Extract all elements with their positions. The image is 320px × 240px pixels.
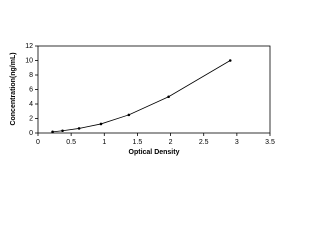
x-tick-label: 1.5 (133, 139, 143, 146)
x-tick-label: 0.5 (66, 139, 76, 146)
data-point (51, 130, 54, 134)
y-tick-label: 0 (29, 130, 33, 137)
page: Optical Density Concentration(ng/mL) 0 2 4… (9, 42, 275, 156)
x-tick-label: 2 (169, 139, 173, 146)
x-axis-title: Optical Density (129, 149, 180, 156)
data-point (167, 95, 170, 99)
y-tick-label: 10 (25, 57, 33, 64)
x-tick-label: 3.5 (265, 139, 275, 146)
data-point (228, 59, 232, 62)
data-point (99, 122, 103, 126)
y-tick-label: 2 (29, 115, 33, 122)
data-point (77, 127, 81, 130)
x-tick-label: 3 (235, 139, 239, 146)
chart: Optical Density Concentration(ng/mL) 0 2 4… (10, 43, 275, 156)
plot-frame (37, 45, 271, 134)
x-tick-label: 0 (36, 139, 40, 146)
fit-curve (52, 60, 231, 133)
y-tick-label: 6 (29, 86, 33, 93)
y-axis-title: Concentration(ng/mL) (10, 52, 17, 125)
data-point (127, 113, 131, 117)
y-tick-label: 8 (29, 72, 33, 79)
x-tick-label: 1 (102, 139, 106, 146)
data-point (61, 129, 64, 133)
y-tick-label: 12 (25, 43, 33, 50)
x-tick-label: 2.5 (199, 139, 209, 146)
y-tick-label: 4 (29, 101, 33, 108)
